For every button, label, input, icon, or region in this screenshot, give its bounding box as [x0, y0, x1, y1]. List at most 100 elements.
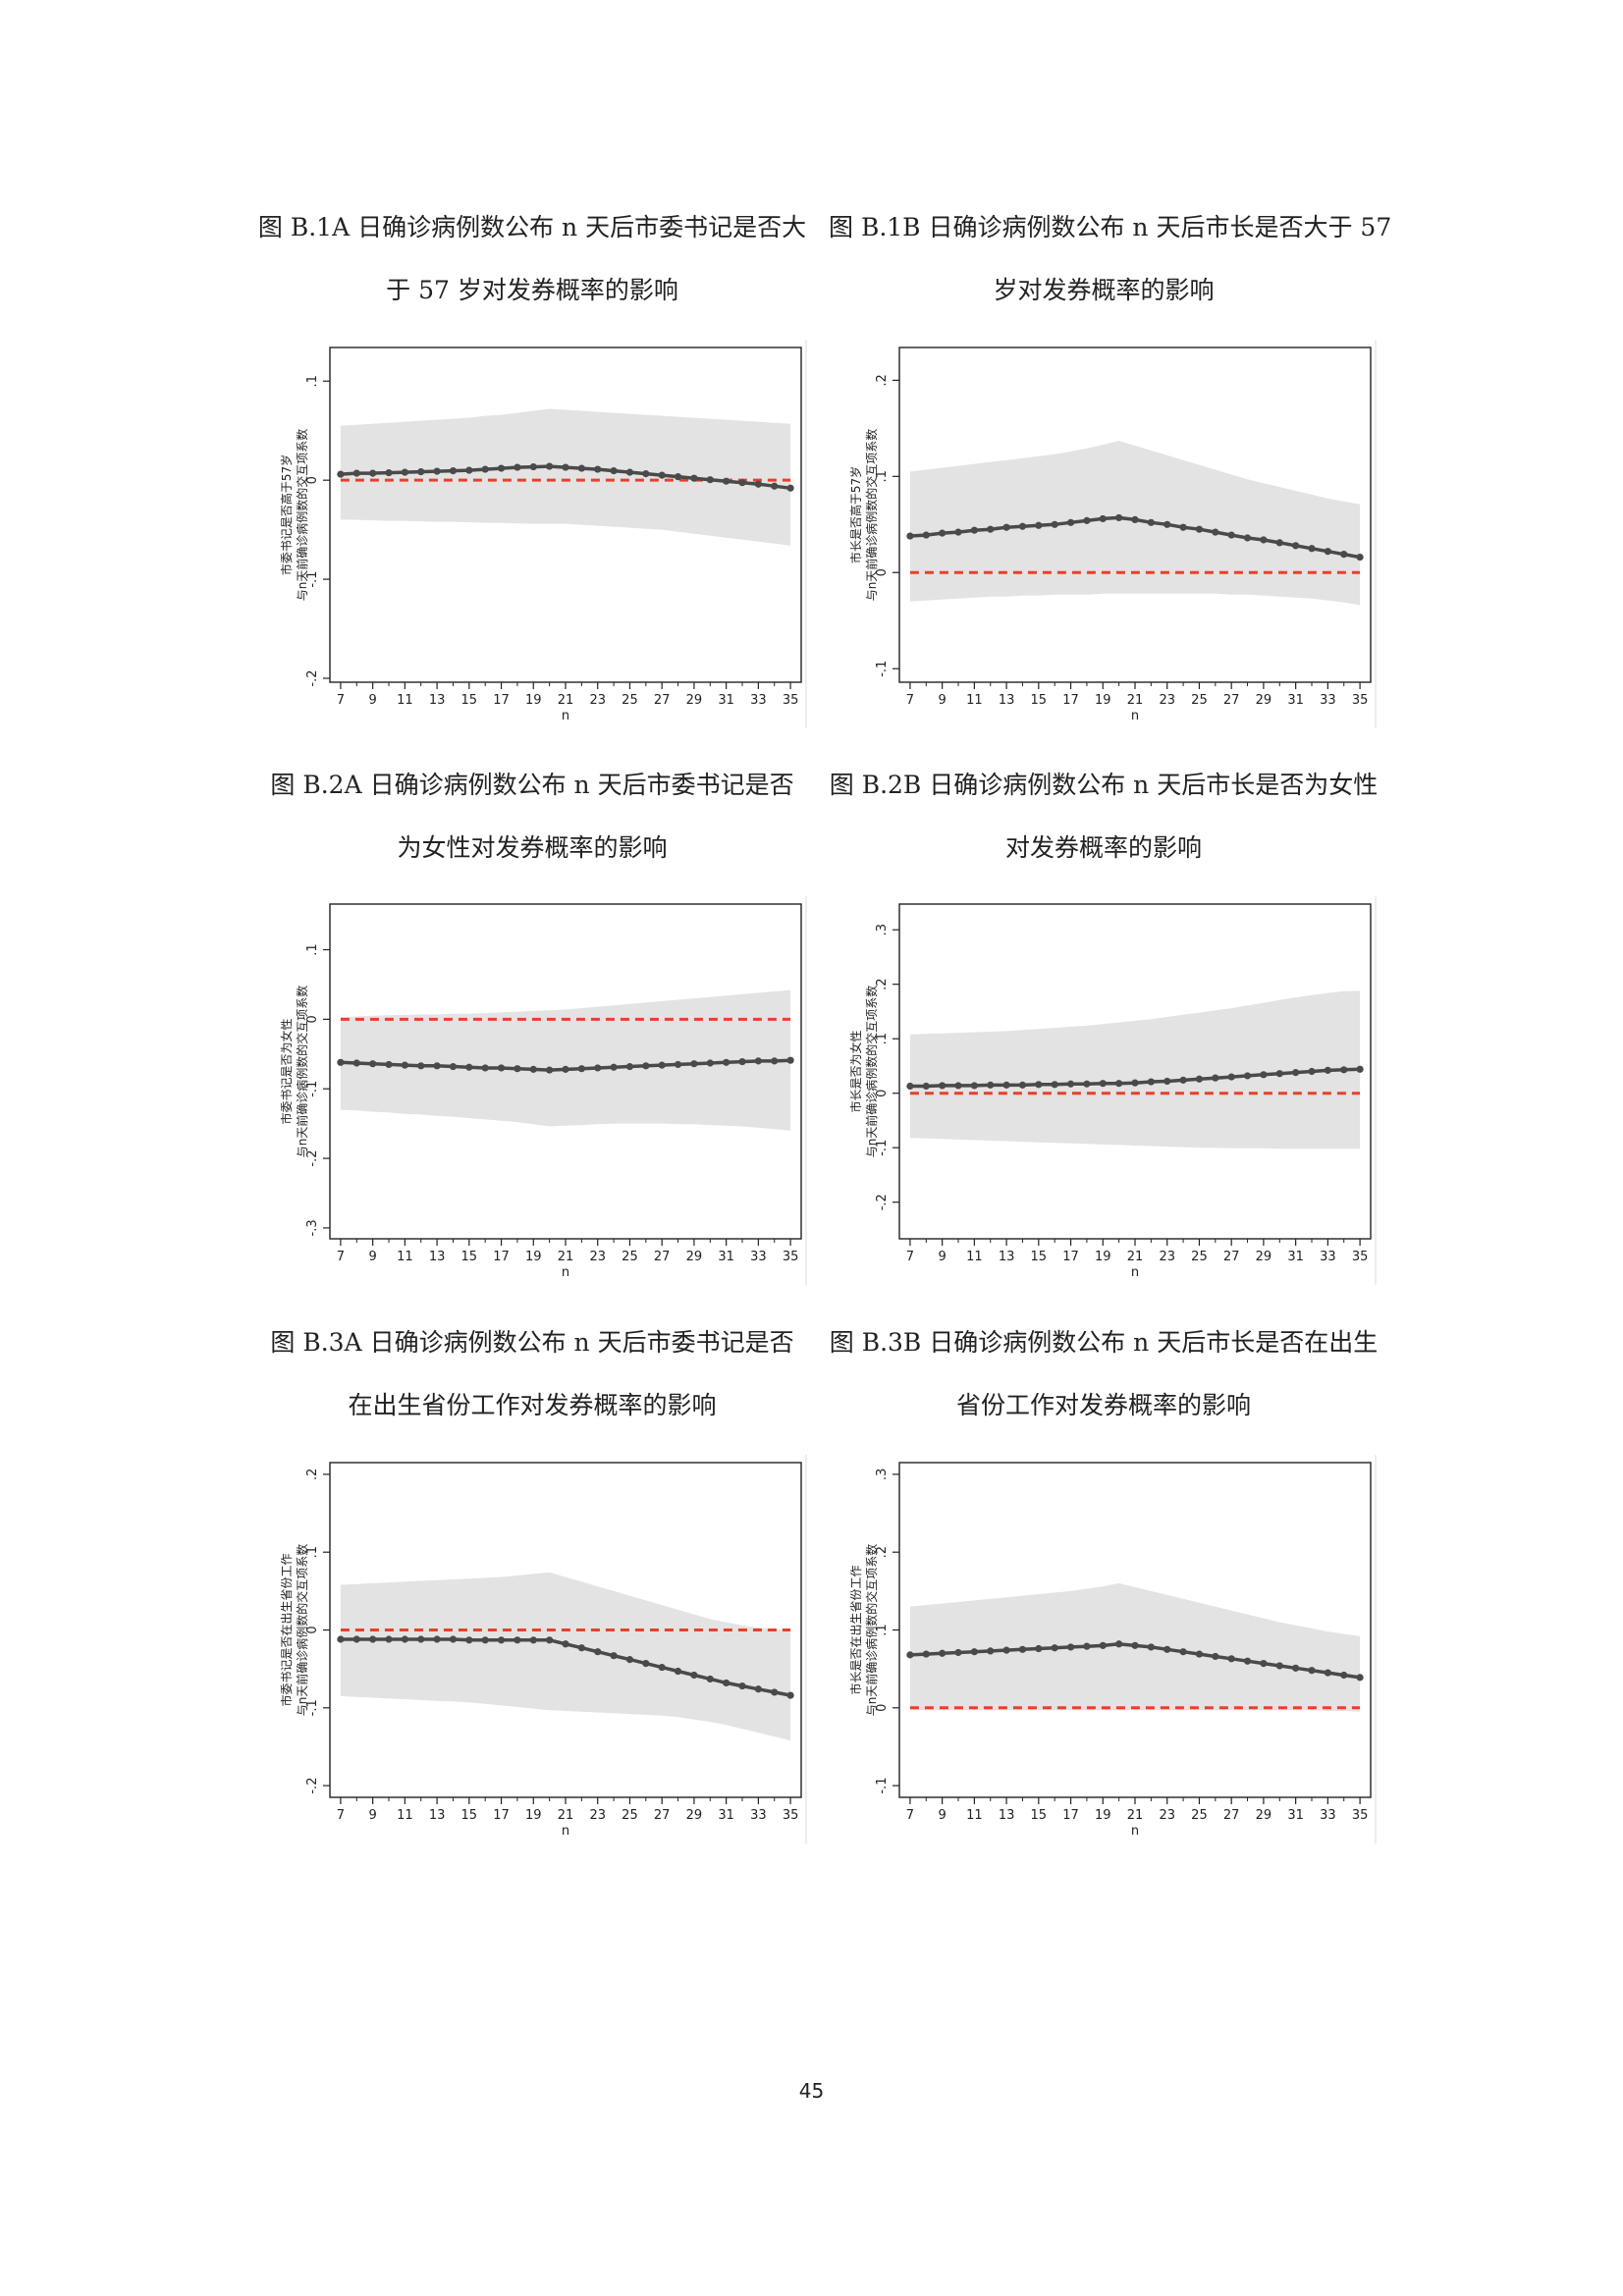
x-tick-label: 25: [622, 693, 638, 708]
data-point: [1275, 539, 1283, 547]
x-tick-label: 31: [718, 693, 734, 708]
x-tick-label: 11: [397, 1250, 413, 1264]
x-tick-label: 25: [622, 1250, 638, 1264]
x-tick-label: 23: [1159, 693, 1175, 708]
figure-title-line: 省份工作对发券概率的影响: [955, 1391, 1251, 1419]
y-tick-label: -.3: [305, 1219, 320, 1236]
x-tick-label: 33: [1320, 693, 1336, 708]
x-tick-label: 19: [525, 693, 542, 708]
data-point: [1179, 1076, 1187, 1084]
data-point: [594, 1064, 602, 1072]
x-tick-label: 23: [589, 1250, 606, 1264]
data-point: [1356, 1674, 1364, 1682]
x-tick-label: 29: [1256, 693, 1272, 708]
data-point: [954, 1648, 962, 1657]
x-tick-label: 29: [1256, 1250, 1272, 1264]
data-point: [1035, 1081, 1043, 1089]
x-tick-label: 31: [1287, 1250, 1304, 1264]
data-point: [337, 470, 345, 478]
y-axis-label: 市委书记是否在出生省份工作: [279, 1553, 294, 1706]
data-point: [514, 1636, 521, 1644]
data-point: [514, 1065, 521, 1073]
data-point: [970, 1082, 978, 1090]
x-tick-label: 11: [397, 693, 413, 708]
x-tick-label: 9: [368, 1250, 376, 1264]
chart-b1a: 7 9 11 13 15 17 19 21 23 25 27 29 31 33 35 n -.2 -.1 0 .1 市委…: [273, 340, 808, 732]
data-point: [433, 467, 441, 475]
data-point: [1324, 1066, 1331, 1074]
data-point: [352, 1059, 360, 1067]
data-point: [987, 1647, 995, 1655]
x-tick-label: 17: [493, 693, 510, 708]
data-point: [738, 1057, 746, 1066]
y-axis-label: 与n天前确诊病例数的交互项系数: [295, 429, 309, 602]
x-axis-label: n: [562, 1265, 569, 1280]
data-point: [449, 1062, 458, 1071]
chart-svg: 7 9 11 13 15 17 19 21 23 25 27 29 31 33 35 n -.2 -.1 0 .1 市委…: [273, 340, 808, 732]
x-tick-label: 21: [1127, 1808, 1144, 1823]
data-point: [1131, 1079, 1139, 1087]
data-point: [1099, 1641, 1107, 1649]
x-tick-label: 27: [1223, 1808, 1240, 1823]
data-point: [1051, 1644, 1058, 1652]
y-axis-label: 与n天前确诊病例数的交互项系数: [864, 1544, 879, 1717]
confidence-band: [340, 989, 791, 1131]
y-tick-label: -.1: [875, 661, 890, 677]
data-point: [577, 464, 585, 472]
data-point: [577, 1065, 585, 1073]
data-point: [481, 1064, 489, 1072]
data-point: [546, 462, 554, 470]
x-tick-label: 27: [1223, 1250, 1240, 1264]
data-point: [922, 531, 930, 539]
data-point: [385, 469, 393, 477]
data-point: [1275, 1662, 1283, 1670]
x-tick-label: 7: [337, 693, 345, 708]
data-point: [433, 1062, 441, 1070]
data-point: [674, 473, 682, 481]
data-point: [465, 1063, 473, 1071]
x-tick-label: 7: [906, 693, 914, 708]
data-point: [906, 532, 914, 540]
x-tick-label: 27: [654, 693, 671, 708]
data-point: [401, 1635, 408, 1643]
x-tick-label: 9: [368, 1808, 376, 1823]
data-point: [1243, 1072, 1252, 1080]
data-point: [529, 1636, 537, 1644]
x-tick-label: 11: [966, 1250, 983, 1264]
y-tick-label: 0: [875, 1090, 890, 1097]
figure-title-line: 图 B.2A 日确诊病例数公布 n 天后市委书记是否: [270, 771, 794, 799]
data-point: [1324, 1669, 1331, 1677]
data-point: [970, 526, 978, 534]
data-point: [922, 1082, 930, 1091]
x-tick-label: 29: [1256, 1808, 1272, 1823]
data-point: [337, 1635, 345, 1643]
data-point: [1002, 1646, 1010, 1654]
y-tick-label: -.2: [305, 669, 320, 686]
y-tick-label: -.2: [305, 1778, 320, 1794]
figure-title-line: 图 B.1A 日确诊病例数公布 n 天后市委书记是否大: [257, 213, 807, 241]
chart-svg: 7 9 11 13 15 17 19 21 23 25 27 29 31 33 35 n -.1 0 .1 .2 市长是…: [842, 340, 1378, 732]
x-tick-label: 35: [1352, 1250, 1369, 1264]
x-tick-label: 25: [1191, 1808, 1208, 1823]
data-point: [465, 466, 473, 474]
y-tick-label: -.1: [875, 1140, 890, 1156]
y-tick-label: -.1: [875, 1778, 890, 1794]
data-point: [738, 479, 746, 487]
data-point: [754, 1685, 762, 1693]
data-point: [771, 1057, 779, 1065]
data-point: [1018, 1081, 1027, 1089]
data-point: [401, 1061, 408, 1069]
data-point: [1002, 1081, 1010, 1089]
y-tick-label: .1: [305, 1546, 320, 1558]
data-point: [337, 1058, 345, 1066]
data-point: [529, 462, 537, 471]
data-point: [1308, 545, 1316, 553]
y-axis-label: 与n天前确诊病例数的交互项系数: [864, 429, 879, 602]
data-point: [625, 1656, 634, 1664]
data-point: [1260, 1659, 1268, 1668]
figure-title-b3b: 图 B.3B 日确诊病例数公布 n 天后市长是否在出生 省份工作对发券概率的影响: [829, 1311, 1379, 1437]
data-point: [1308, 1667, 1316, 1675]
figure-title-line: 图 B.2B 日确诊病例数公布 n 天后市长是否为女性: [829, 771, 1379, 799]
x-tick-label: 7: [906, 1250, 914, 1264]
data-point: [625, 468, 634, 476]
